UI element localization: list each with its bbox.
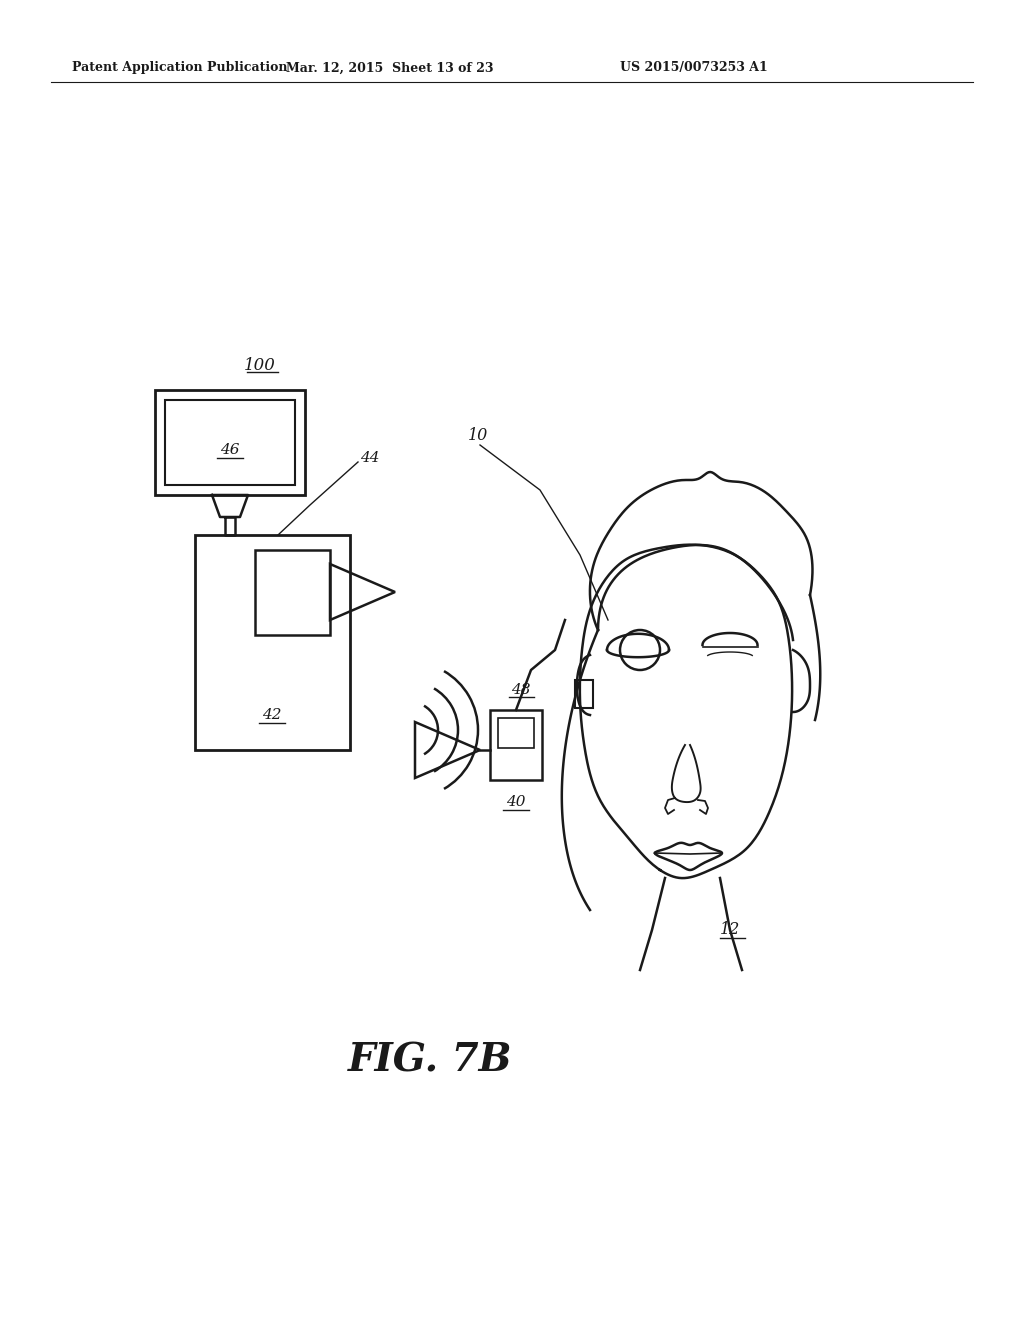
Text: FIG. 7B: FIG. 7B <box>348 1041 512 1078</box>
Bar <box>490 710 542 780</box>
Text: US 2015/0073253 A1: US 2015/0073253 A1 <box>620 62 768 74</box>
Text: 46: 46 <box>220 444 240 457</box>
Text: 48: 48 <box>511 682 530 697</box>
Text: 42: 42 <box>262 708 282 722</box>
Text: 44: 44 <box>360 451 380 465</box>
Text: Mar. 12, 2015  Sheet 13 of 23: Mar. 12, 2015 Sheet 13 of 23 <box>287 62 494 74</box>
Bar <box>195 535 350 750</box>
Bar <box>498 718 534 748</box>
Text: 40: 40 <box>506 795 525 809</box>
Bar <box>255 550 330 635</box>
Text: Patent Application Publication: Patent Application Publication <box>72 62 288 74</box>
Bar <box>155 389 305 495</box>
Bar <box>165 400 295 484</box>
Text: 12: 12 <box>720 921 740 939</box>
Bar <box>575 680 593 708</box>
Text: 10: 10 <box>468 426 488 444</box>
Text: 100: 100 <box>244 356 275 374</box>
